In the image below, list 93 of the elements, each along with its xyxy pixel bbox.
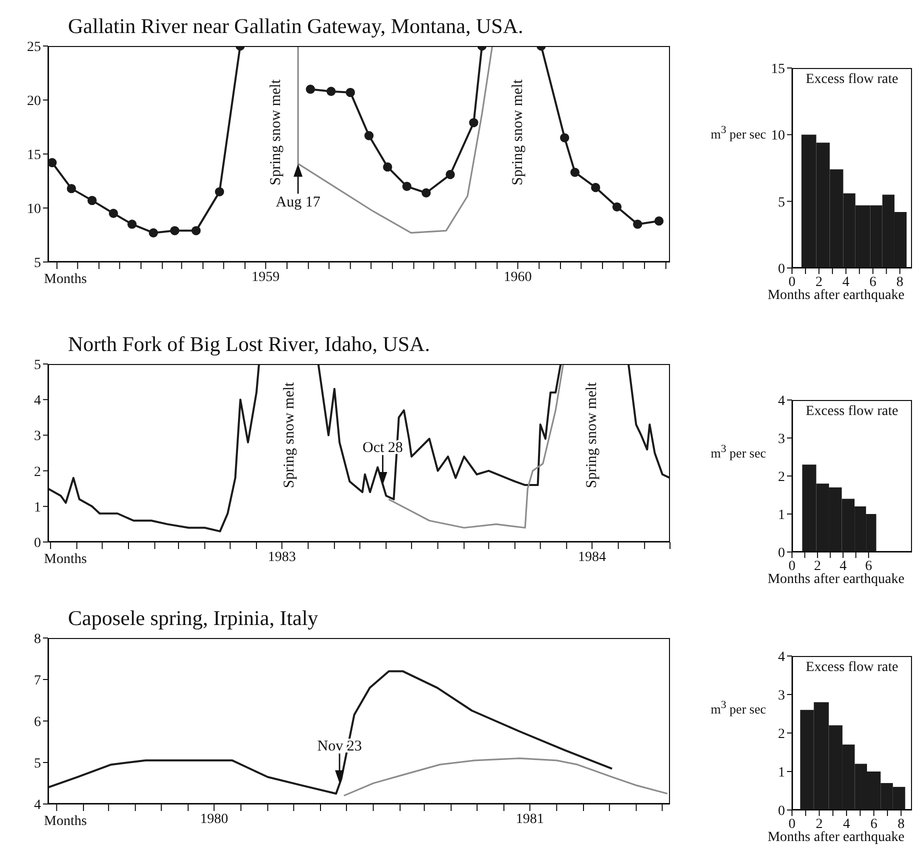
y-tick-label: 25 [27, 40, 41, 55]
chart-title: Excess flow rate [804, 72, 900, 88]
point [326, 86, 336, 96]
y-tick-label: 6 [34, 714, 41, 730]
line-series [388, 364, 564, 529]
point [66, 184, 76, 194]
y-axis-title: m$^{3}$ per sec [710, 699, 766, 718]
x-tick-label: 1980 [200, 812, 228, 827]
x-axis-title: Months [44, 814, 87, 830]
x-tick-label: 1983 [268, 550, 296, 565]
x-tick-label: 0 [788, 274, 796, 290]
y-axis-title: m$^{3}$ per sec [710, 442, 766, 461]
x-tick-label: 4 [842, 274, 850, 290]
x-tick-label: 2 [814, 558, 822, 574]
x-tick-label: 8 [896, 274, 904, 290]
point [48, 158, 57, 168]
point [306, 84, 316, 94]
x-axis-title: Months [44, 552, 87, 568]
y-tick-label: 3 [34, 429, 41, 444]
x-tick-label: 1960 [504, 270, 532, 285]
x-tick-label: 4 [843, 816, 850, 832]
x-tick-label: 2 [815, 274, 822, 290]
y-tick-label: 15 [27, 148, 41, 163]
annotation: Spring snow melt [510, 78, 526, 186]
point [654, 216, 664, 226]
y-tick-label: 7 [34, 673, 41, 688]
y-axis-title: m$^{3}$ per sec [710, 124, 766, 142]
point [612, 202, 622, 212]
x-axis-title: Months after earthquake [766, 288, 906, 304]
y-tick-label: 1 [778, 508, 785, 523]
y-tick-label: 4 [34, 798, 41, 813]
x-tick-label: 1981 [516, 812, 544, 827]
chart-title: North Fork of Big Lost River, Idaho, USA. [68, 332, 430, 357]
point [402, 182, 412, 191]
y-tick-label: 5 [34, 756, 41, 772]
point [170, 226, 180, 236]
point [560, 133, 570, 142]
x-tick-label: 0 [788, 816, 796, 832]
y-tick-label: 3 [778, 432, 785, 447]
y-tick-label: 5 [34, 256, 41, 271]
chart-title: Caposele spring, Irpinia, Italy [68, 606, 318, 631]
annotation: Aug 17 [276, 194, 321, 211]
y-tick-label: 20 [27, 94, 41, 109]
x-axis-title: Months after earthquake [766, 572, 906, 588]
x-tick-label: 1984 [578, 550, 606, 565]
y-tick-label: 10 [771, 128, 785, 144]
annotation: Spring snow melt [584, 381, 600, 488]
point [469, 118, 478, 128]
point [570, 168, 580, 177]
x-tick-label: 1959 [252, 270, 280, 285]
x-axis-title: Months [44, 272, 87, 288]
y-tick-label: 5 [778, 195, 785, 210]
y-tick-label: 4 [778, 394, 785, 409]
line-series [343, 758, 668, 796]
y-tick-label: 4 [778, 650, 785, 665]
y-tick-label: 2 [778, 470, 785, 485]
chart-title: Gallatin River near Gallatin Gateway, Montana, USA. [68, 14, 524, 39]
chart-title: Excess flow rate [804, 660, 900, 676]
point [148, 228, 158, 238]
point [364, 131, 374, 140]
y-tick-label: 2 [778, 726, 785, 742]
x-axis-title: Months after earthquake [766, 830, 906, 846]
y-tick-label: 4 [34, 394, 41, 409]
y-tick-label: 2 [34, 464, 41, 480]
chart-title: Excess flow rate [804, 404, 900, 420]
y-tick-label: 1 [34, 500, 41, 516]
point [422, 188, 431, 198]
point [191, 226, 201, 236]
x-tick-label: 2 [816, 816, 823, 832]
point [633, 220, 642, 229]
y-tick-label: 15 [771, 62, 785, 77]
x-tick-label: 4 [840, 558, 847, 574]
annotation: Spring snow melt [282, 381, 298, 488]
x-tick-label: 0 [788, 558, 796, 574]
y-tick-label: 3 [778, 688, 785, 704]
x-tick-label: 6 [870, 816, 878, 832]
y-tick-label: 1 [778, 765, 785, 780]
x-tick-label: 6 [869, 274, 876, 290]
annotation: Spring snow melt [268, 78, 284, 186]
point [214, 187, 224, 196]
x-tick-label: 6 [865, 558, 872, 574]
point [346, 88, 355, 98]
point [446, 170, 455, 180]
y-tick-label: 8 [34, 632, 41, 647]
y-tick-label: 0 [34, 536, 41, 551]
y-tick-label: 5 [34, 358, 41, 373]
point [108, 208, 118, 218]
point [127, 220, 137, 229]
point [87, 196, 97, 206]
y-tick-label: 10 [27, 202, 41, 217]
point [591, 182, 600, 192]
point [382, 162, 392, 172]
x-tick-label: 8 [898, 816, 905, 832]
